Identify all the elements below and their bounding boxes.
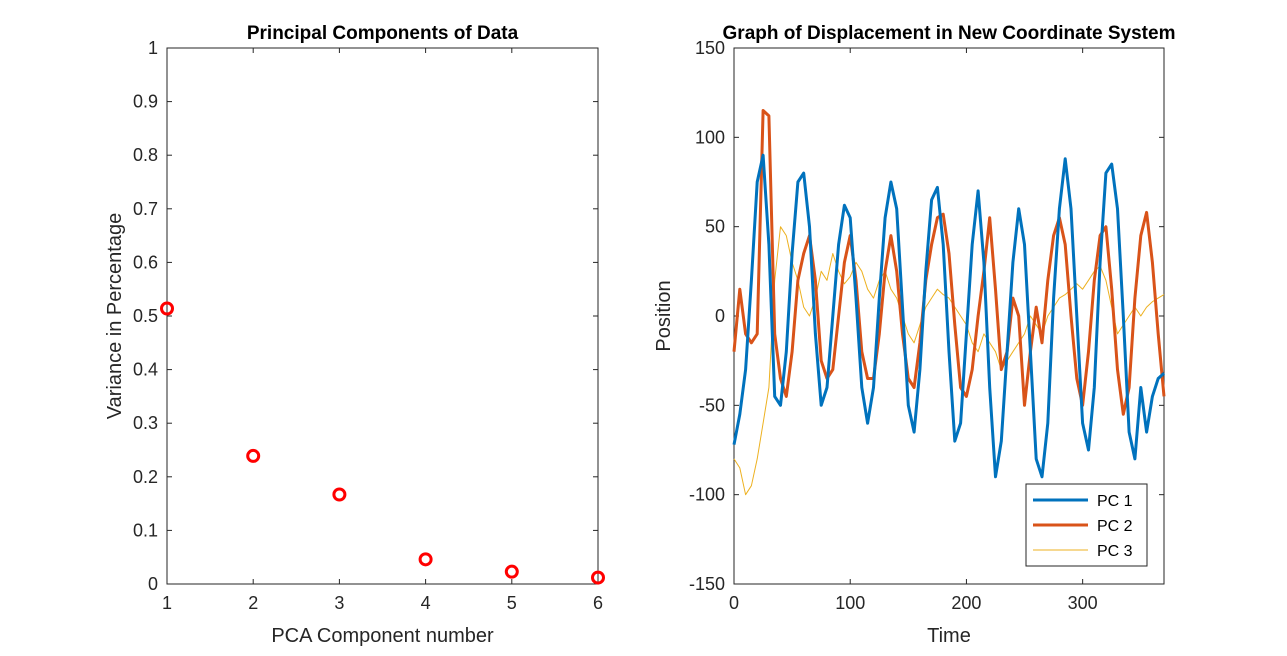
legend-label: PC 2 bbox=[1097, 518, 1133, 535]
displacement-x-tick-label: 200 bbox=[951, 593, 981, 613]
variance-x-tick-label: 1 bbox=[162, 593, 172, 613]
variance-y-tick-label: 0.5 bbox=[133, 306, 158, 326]
variance-y-tick-label: 0.6 bbox=[133, 252, 158, 272]
variance-scatter-chart: 1 2 3 4 5 6 0 0.1 0.2 0.3 0.4 0.5 0.6 0.7 0.8 0.9 1 Prin… bbox=[104, 23, 605, 647]
variance-y-tick-label: 0.9 bbox=[133, 92, 158, 112]
variance-point bbox=[246, 448, 261, 463]
variance-y-tick-label: 0 bbox=[148, 574, 158, 594]
displacement-x-tick-label: 100 bbox=[835, 593, 865, 613]
variance-points bbox=[160, 301, 605, 585]
displacement-y-tick-label: 100 bbox=[695, 127, 725, 147]
series-line-pc-2 bbox=[732, 109, 1166, 416]
variance-point bbox=[160, 301, 174, 316]
displacement-x-tick-label: 0 bbox=[729, 593, 739, 613]
variance-x-tick-label: 4 bbox=[421, 593, 431, 613]
variance-point bbox=[418, 552, 433, 567]
displacement-y-tick-label: 150 bbox=[695, 38, 725, 58]
variance-x-tick-label: 5 bbox=[507, 593, 517, 613]
variance-chart-title: Principal Components of Data bbox=[247, 23, 519, 44]
variance-y-tick-label: 0.8 bbox=[133, 145, 158, 165]
variance-y-tick-label: 0.2 bbox=[133, 467, 158, 487]
legend-label: PC 1 bbox=[1097, 493, 1133, 510]
variance-x-axis-label: PCA Component number bbox=[271, 625, 494, 647]
displacement-y-tick-label: -100 bbox=[689, 485, 725, 505]
variance-y-tick-label: 0.3 bbox=[133, 413, 158, 433]
displacement-line-chart: 0 100 200 300 -150 -100 -50 0 50 100 150 Graph of … bbox=[653, 23, 1175, 647]
variance-y-tick-label: 1 bbox=[148, 38, 158, 58]
variance-axes-box bbox=[166, 47, 599, 585]
series-line-pc-1 bbox=[732, 153, 1166, 479]
variance-axis-ticks: 1 2 3 4 5 6 0 0.1 0.2 0.3 0.4 0.5 0.6 0.7 0.8 0.9 1 bbox=[133, 38, 603, 613]
series-line-pc-3 bbox=[733, 226, 1165, 496]
displacement-x-tick-label: 300 bbox=[1068, 593, 1098, 613]
displacement-y-tick-label: 50 bbox=[705, 217, 725, 237]
variance-x-tick-label: 3 bbox=[334, 593, 344, 613]
variance-y-tick-label: 0.4 bbox=[133, 360, 158, 380]
variance-point bbox=[504, 564, 519, 579]
displacement-axis-ticks: 0 100 200 300 -150 -100 -50 0 50 100 150 bbox=[689, 38, 1164, 613]
displacement-chart-title: Graph of Displacement in New Coordinate … bbox=[723, 23, 1176, 44]
variance-point bbox=[591, 570, 605, 585]
variance-y-tick-label: 0.1 bbox=[133, 520, 158, 540]
displacement-y-axis-label: Position bbox=[653, 280, 675, 351]
displacement-y-tick-label: 0 bbox=[715, 306, 725, 326]
displacement-series-lines bbox=[732, 109, 1166, 496]
displacement-y-tick-label: -150 bbox=[689, 574, 725, 594]
variance-x-tick-label: 6 bbox=[593, 593, 603, 613]
displacement-legend: PC 1 PC 2 PC 3 bbox=[1025, 483, 1148, 567]
displacement-x-axis-label: Time bbox=[927, 625, 971, 647]
variance-y-axis-label: Variance in Percentage bbox=[104, 213, 126, 419]
displacement-y-tick-label: -50 bbox=[699, 395, 725, 415]
variance-point bbox=[332, 487, 347, 502]
variance-x-tick-label: 2 bbox=[248, 593, 258, 613]
legend-label: PC 3 bbox=[1097, 543, 1133, 560]
variance-y-tick-label: 0.7 bbox=[133, 199, 158, 219]
